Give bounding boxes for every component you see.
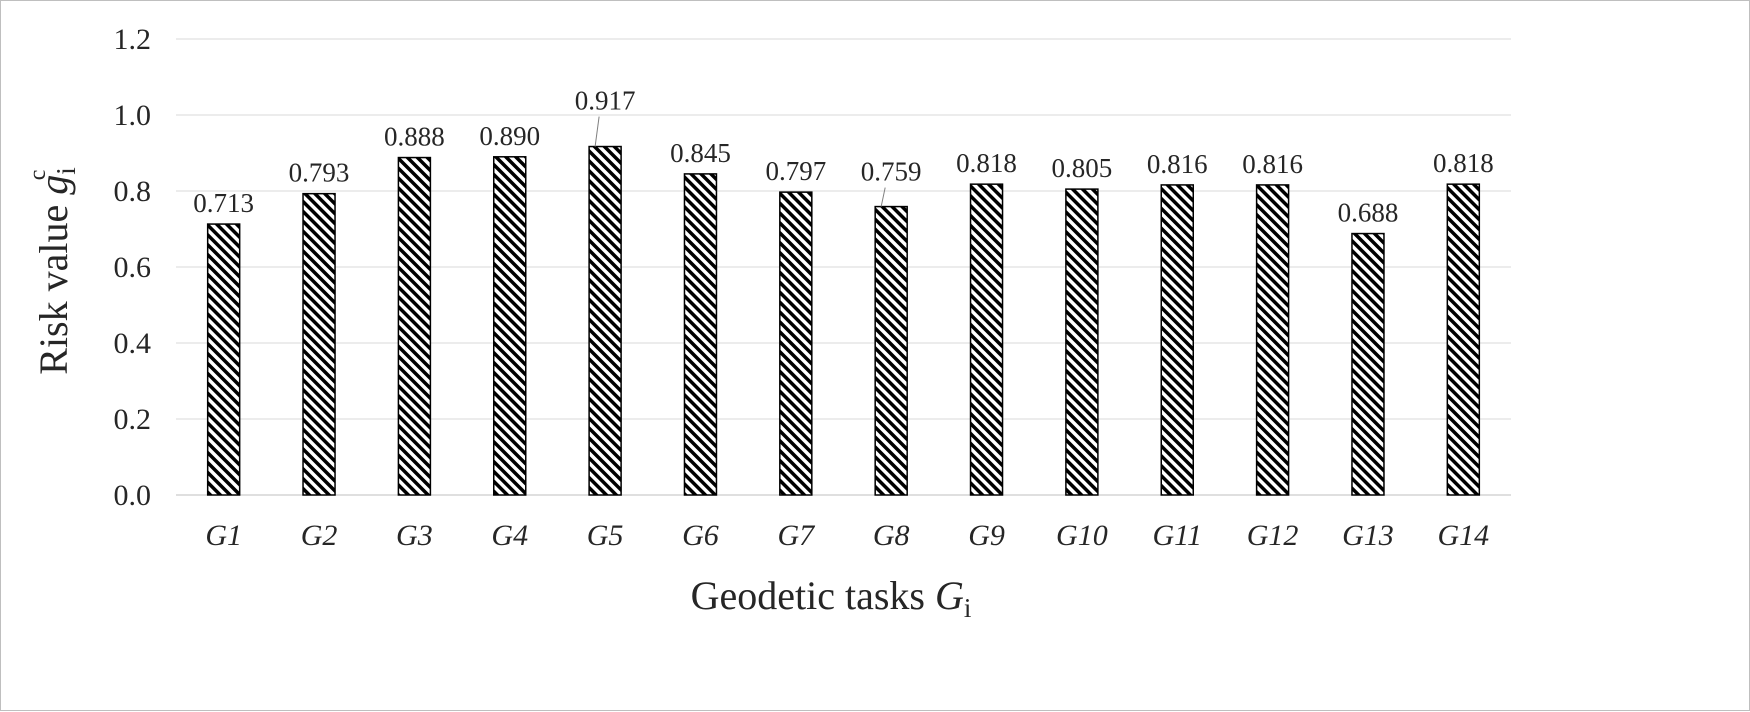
- data-label: 0.816: [1242, 149, 1303, 179]
- x-tick-labels: G1 G2 G3 G4 G5 G6 G7 G8 G9 G10 G11 G12 G13 G14: [205, 519, 1489, 552]
- bar: [1160, 184, 1194, 496]
- y-tick-label: 0.6: [114, 251, 152, 284]
- bar: [779, 191, 813, 496]
- data-label: 0.917: [575, 86, 636, 116]
- x-axis-title-symbol: G: [935, 573, 964, 618]
- y-axis-title: Risk value gic: [25, 167, 81, 375]
- x-tick-label: G3: [396, 519, 433, 552]
- x-tick-label: G12: [1247, 519, 1299, 552]
- x-tick-label: G6: [682, 519, 719, 552]
- y-axis-title-subscript: i: [51, 167, 81, 175]
- x-tick-label: G7: [777, 519, 816, 552]
- data-label: 0.797: [765, 156, 826, 186]
- data-label: 0.818: [956, 148, 1017, 178]
- y-tick-label: 1.0: [114, 99, 152, 132]
- y-tick-label: 0.4: [114, 327, 152, 360]
- y-tick-label: 1.2: [114, 23, 152, 56]
- bar: [397, 156, 432, 496]
- data-label: 0.805: [1052, 153, 1113, 183]
- bar: [302, 192, 336, 496]
- bar: [683, 173, 718, 496]
- bar: [1351, 232, 1385, 496]
- data-labels: 0.713 0.793 0.888 0.890 0.917 0.845 0.797 0.759…: [193, 86, 1493, 228]
- data-label: 0.890: [479, 121, 540, 151]
- bar: [874, 205, 908, 496]
- data-label: 0.688: [1338, 198, 1399, 228]
- x-tick-label: G13: [1342, 519, 1394, 552]
- data-label-leader: [880, 187, 886, 207]
- bar: [1065, 188, 1099, 496]
- y-axis-title-superscript: c: [25, 170, 51, 181]
- data-label: 0.759: [861, 157, 922, 187]
- data-label: 0.888: [384, 122, 445, 152]
- x-tick-label: G14: [1437, 519, 1489, 552]
- bars: [206, 145, 1481, 496]
- x-tick-label: G10: [1056, 519, 1108, 552]
- x-tick-label: G1: [205, 519, 242, 552]
- x-tick-label: G5: [587, 519, 624, 552]
- y-axis-title-text: Risk value: [31, 195, 76, 375]
- y-tick-label: 0.0: [114, 479, 152, 512]
- bar: [1255, 184, 1290, 496]
- bar: [206, 223, 241, 496]
- data-label-leader: [594, 116, 600, 147]
- x-tick-label: G11: [1153, 519, 1202, 552]
- y-tick-label: 0.2: [114, 403, 152, 436]
- x-axis-title-text: Geodetic tasks: [691, 573, 935, 618]
- x-axis-title-subscript: i: [964, 593, 972, 623]
- x-tick-label: G9: [968, 519, 1005, 552]
- bar: [588, 145, 622, 496]
- data-label: 0.713: [193, 188, 254, 218]
- y-tick-label: 0.8: [114, 175, 152, 208]
- x-tick-label: G8: [873, 519, 910, 552]
- x-tick-label: G2: [301, 519, 338, 552]
- bar: [493, 156, 527, 496]
- data-label: 0.818: [1433, 148, 1494, 178]
- data-label: 0.845: [670, 138, 731, 168]
- y-tick-labels: 0.0 0.2 0.4 0.6 0.8 1.0 1.2: [114, 23, 152, 512]
- bar: [969, 183, 1004, 496]
- data-label: 0.816: [1147, 149, 1208, 179]
- x-tick-label: G4: [491, 519, 528, 552]
- data-label: 0.793: [289, 158, 350, 188]
- y-axis-title-symbol: g: [31, 175, 76, 195]
- x-axis-title: Geodetic tasks Gi: [691, 573, 972, 623]
- gridlines: [176, 38, 1511, 496]
- bar: [1446, 183, 1481, 496]
